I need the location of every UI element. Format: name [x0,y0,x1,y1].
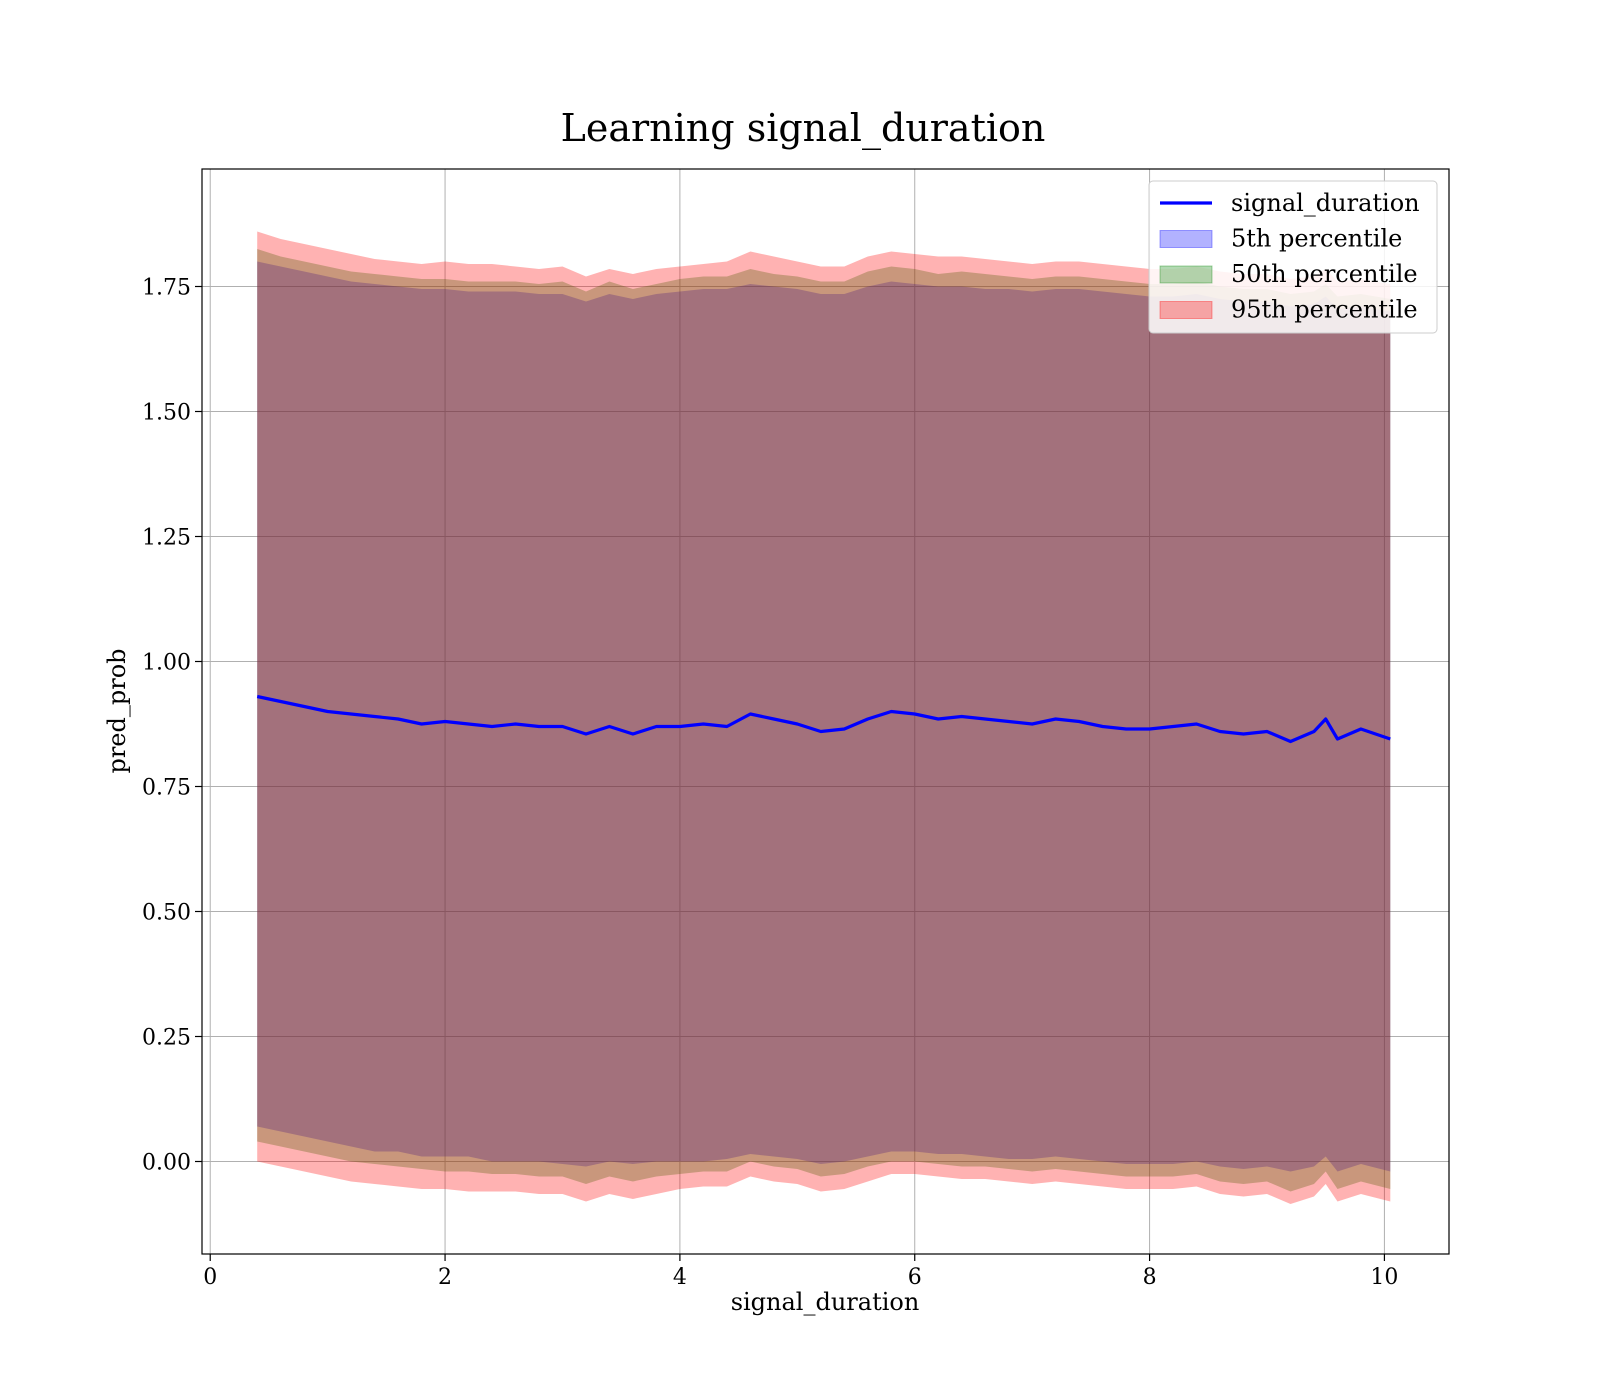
y-tick-label: 0.75 [142,776,191,801]
legend-label-signal-duration: signal_duration [1231,189,1420,217]
plot-area [201,168,1450,1255]
line-layer [256,694,1391,744]
x-axis-label: signal_duration [731,1288,920,1316]
y-axis-ticks: 0.00 0.25 0.50 0.75 1.00 1.25 1.50 1.75 [142,276,202,1176]
x-tick-label: 0 [203,1265,217,1290]
legend-swatch-5th-percentile [1159,230,1213,248]
x-tick-label: 10 [1370,1265,1398,1290]
x-tick-label: 8 [1143,1265,1157,1290]
x-tick-label: 6 [908,1265,922,1290]
chart-title: Learning signal_duration [561,106,1046,151]
y-tick-label: 1.25 [142,526,191,551]
legend-swatch-50th-percentile [1159,265,1213,284]
band-95th-percentile [257,231,1391,1204]
band-5th-percentile [257,261,1391,1172]
grid-layer [202,169,1449,1254]
legend-label-5th-percentile: 5th percentile [1231,225,1402,253]
legend: signal_duration 5th percentile 50th percen… [1148,180,1438,334]
legend-label-50th-percentile: 50th percentile [1231,260,1418,288]
x-axis-ticks: 0 2 4 6 8 10 [203,1254,1398,1290]
plot-background [202,169,1449,1254]
y-axis-label: pred_prob [103,648,131,773]
y-tick-label: 0.25 [142,1026,191,1051]
y-tick-label: 1.00 [142,651,191,676]
band-50th-percentile [257,249,1391,1192]
plot-frame [201,168,1450,1255]
band-layer [257,231,1391,1204]
x-tick-label: 4 [673,1265,687,1290]
x-tick-label: 2 [438,1265,452,1290]
legend-entries: signal_duration 5th percentile 50th percen… [1159,189,1420,324]
line-signal-duration [256,694,1391,744]
legend-frame [1148,180,1438,334]
y-tick-label: 1.75 [142,276,191,301]
y-tick-label: 0.00 [142,1151,191,1176]
legend-label-95th-percentile: 95th percentile [1231,296,1418,324]
y-tick-label: 0.50 [142,901,191,926]
y-tick-label: 1.50 [142,401,191,426]
legend-swatch-95th-percentile [1159,301,1213,319]
